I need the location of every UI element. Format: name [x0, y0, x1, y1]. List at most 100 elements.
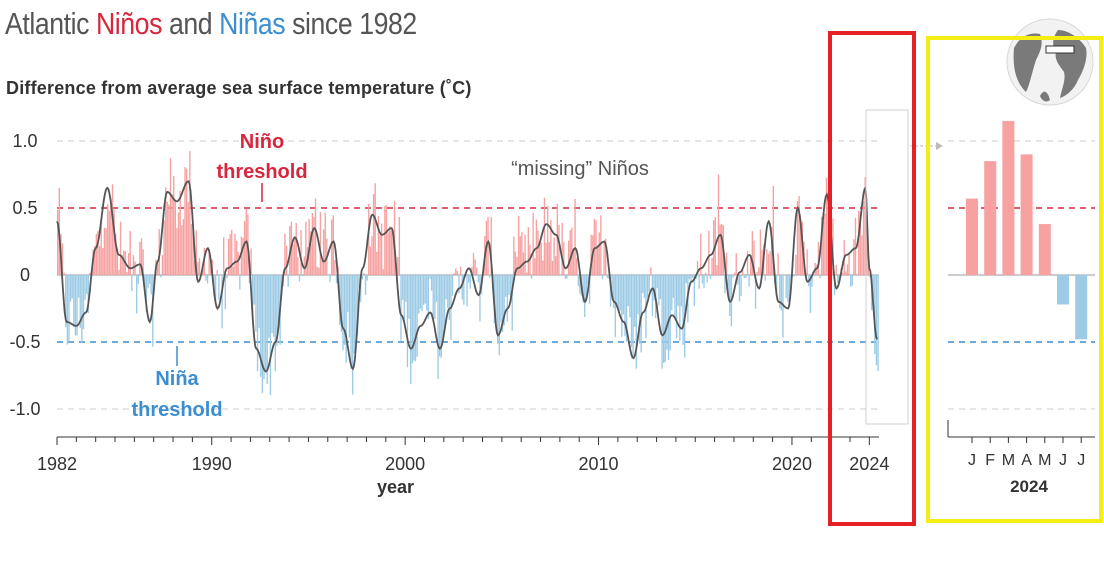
monthly-bar [379, 235, 381, 275]
monthly-bar [276, 275, 278, 346]
monthly-bar [422, 275, 425, 305]
monthly-bar [614, 275, 617, 337]
monthly-bar [77, 275, 80, 298]
monthly-bar [227, 238, 230, 275]
monthly-bar [664, 275, 667, 362]
monthly-bar [542, 260, 544, 275]
inset-x-tick-label: J [1077, 452, 1085, 469]
monthly-bar [376, 251, 378, 275]
monthly-bar [635, 275, 637, 369]
monthly-bar [690, 275, 692, 283]
monthly-bar [424, 275, 426, 304]
monthly-bar [264, 275, 267, 372]
monthly-bar [508, 275, 510, 296]
monthly-bar [177, 212, 180, 275]
nina-threshold-label-line1: Niña [155, 368, 199, 390]
monthly-bar [659, 275, 662, 300]
monthly-bar [646, 275, 649, 298]
monthly-bar [426, 275, 428, 311]
monthly-bar [519, 236, 521, 275]
monthly-bar [487, 216, 489, 275]
monthly-bar [139, 241, 141, 275]
monthly-bar [546, 205, 549, 275]
monthly-bar [218, 275, 220, 300]
monthly-bar [305, 221, 307, 275]
monthly-bar [361, 275, 363, 280]
monthly-bar [711, 257, 713, 275]
monthly-bar [353, 275, 355, 354]
monthly-bar [854, 217, 857, 275]
monthly-bar [374, 183, 376, 275]
monthly-bar [142, 249, 144, 275]
monthly-bar [235, 240, 238, 275]
monthly-bar [798, 196, 800, 275]
monthly-bar [79, 275, 81, 328]
monthly-bar [474, 259, 476, 275]
monthly-bar [864, 177, 866, 275]
monthly-bar [558, 224, 560, 275]
monthly-bar [746, 250, 749, 275]
monthly-bar [115, 234, 117, 275]
monthly-bar [682, 275, 684, 345]
monthly-bar [733, 272, 736, 275]
monthly-bar [202, 268, 204, 275]
monthly-bar [285, 245, 288, 275]
monthly-bar [324, 212, 326, 275]
monthly-bar [622, 275, 625, 315]
monthly-bar [118, 269, 120, 275]
monthly-bar [256, 275, 259, 372]
monthly-bar [721, 223, 723, 275]
monthly-bar [530, 275, 533, 279]
inset-x-tick-label: A [1021, 452, 1032, 469]
inset-bar-3 [1020, 154, 1033, 275]
monthly-bar [190, 223, 193, 275]
monthly-bar [293, 236, 296, 275]
monthly-bar [692, 275, 694, 278]
monthly-bar [538, 242, 541, 275]
monthly-bar [197, 262, 199, 275]
monthly-bar [334, 259, 336, 275]
monthly-bar [310, 231, 312, 275]
monthly-bar [103, 227, 106, 275]
inset-x-tick-label: J [968, 452, 976, 469]
monthly-bar [371, 236, 373, 275]
title-part3: since 1982 [285, 6, 417, 41]
monthly-bar [387, 232, 389, 275]
monthly-bar [606, 275, 608, 278]
monthly-bar [438, 275, 441, 357]
monthly-bar [105, 228, 107, 275]
monthly-bar [408, 275, 410, 319]
monthly-bar [421, 275, 423, 312]
monthly-bar [335, 275, 338, 284]
monthly-bar [693, 275, 696, 307]
monthly-bar [596, 245, 599, 275]
monthly-bar [150, 275, 152, 295]
monthly-bar [403, 275, 405, 322]
monthly-bar [701, 275, 704, 284]
monthly-bar [127, 253, 130, 275]
monthly-bar [796, 201, 799, 275]
monthly-bar [672, 275, 675, 298]
inset-bar-4 [1038, 224, 1051, 275]
inset-x-tick-label: M [1002, 452, 1015, 469]
monthly-bar [68, 275, 70, 342]
monthly-bar [703, 275, 705, 289]
monthly-bar [445, 275, 447, 300]
monthly-bar [100, 221, 102, 275]
monthly-bar [137, 275, 139, 284]
monthly-bar [758, 267, 760, 275]
monthly-bar [716, 265, 718, 275]
monthly-bar [771, 226, 773, 275]
monthly-bar [574, 198, 576, 275]
monthly-bar [129, 230, 131, 275]
x-tick-label: 2024 [849, 454, 889, 474]
main-smooth-line [56, 180, 878, 373]
monthly-bar [418, 275, 420, 314]
title-part2: and [161, 6, 220, 41]
monthly-bar [57, 209, 59, 275]
monthly-bar [537, 230, 539, 275]
monthly-bar [629, 275, 631, 318]
monthly-bar [634, 275, 636, 327]
monthly-bar [585, 275, 588, 301]
monthly-bar [455, 268, 457, 275]
